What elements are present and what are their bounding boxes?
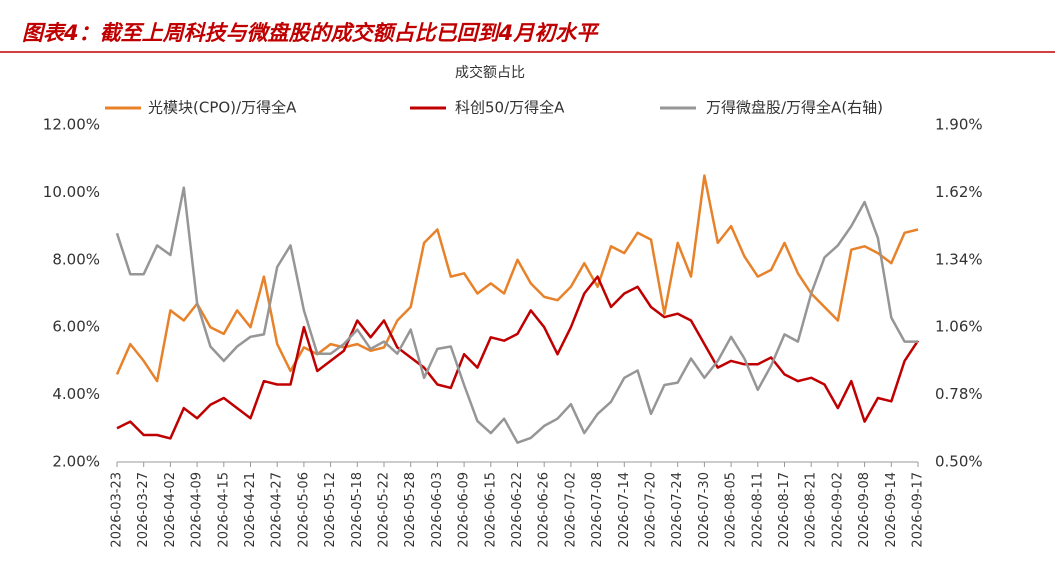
y-tick-label: 8.00% [52,250,100,268]
header-title: 图表4：截至上周科技与微盘股的成交额占比已回到4月初水平 [22,21,600,45]
x-tick-label: 2026-04-02 [163,472,178,548]
x-tick-label: 2026-08-17 [777,472,792,548]
x-tick-label: 2026-09-02 [830,472,845,548]
x-tick-label: 2026-06-15 [483,472,498,548]
x-tick-label: 2026-08-05 [724,472,739,548]
x-tick-label: 2026-06-26 [537,472,552,548]
x-tick-label: 2026-04-21 [243,472,258,548]
x-tick-label: 2026-08-21 [804,472,819,548]
x-tick-label: 2026-07-02 [563,472,578,548]
legend-label: 光模块(CPO)/万得全A [148,99,297,117]
x-tick-label: 2026-07-20 [644,472,659,548]
x-tick-label: 2026-06-03 [430,472,445,548]
x-tick-label: 2026-05-06 [296,472,311,548]
x-tick-label: 2026-08-11 [750,472,765,548]
x-tick-label: 2026-09-17 [911,472,926,548]
x-tick-label: 2026-07-24 [670,472,685,548]
x-tick-label: 2026-03-27 [136,472,151,548]
x-tick-label: 2026-07-08 [590,472,605,548]
y2-tick-label: 0.78% [935,385,983,403]
x-tick-label: 2026-05-28 [403,472,418,548]
x-tick-label: 2026-07-30 [697,472,712,548]
x-tick-label: 2026-05-18 [350,472,365,548]
x-tick-label: 2026-09-14 [884,472,899,548]
y2-tick-label: 1.34% [935,250,983,268]
x-tick-label: 2026-04-27 [270,472,285,548]
series-line [115,186,918,444]
x-tick-label: 2026-04-09 [190,472,205,548]
legend-label: 科创50/万得全A [455,99,565,117]
x-tick-label: 2026-03-23 [110,472,125,548]
y2-tick-label: 1.90% [935,116,983,134]
x-tick-label: 2026-09-08 [857,472,872,548]
y2-tick-label: 1.06% [935,318,983,336]
chart-title: 成交额占比 [455,64,525,81]
y-tick-label: 10.00% [43,183,100,201]
x-tick-label: 2026-07-14 [617,472,632,548]
legend-label: 万得微盘股/万得全A(右轴) [706,99,883,117]
y-tick-label: 4.00% [52,385,100,403]
x-tick-label: 2026-04-15 [216,472,231,548]
x-tick-label: 2026-06-22 [510,472,525,548]
y-tick-label: 12.00% [43,116,100,134]
y2-tick-label: 0.50% [935,453,983,471]
y2-tick-label: 1.62% [935,183,983,201]
series-line [116,275,920,440]
series-line [115,174,919,383]
x-tick-label: 2026-06-09 [457,472,472,548]
x-tick-label: 2026-05-12 [323,472,338,548]
y-tick-label: 6.00% [52,318,100,336]
x-tick-label: 2026-05-22 [377,472,392,548]
y-tick-label: 2.00% [52,453,100,471]
